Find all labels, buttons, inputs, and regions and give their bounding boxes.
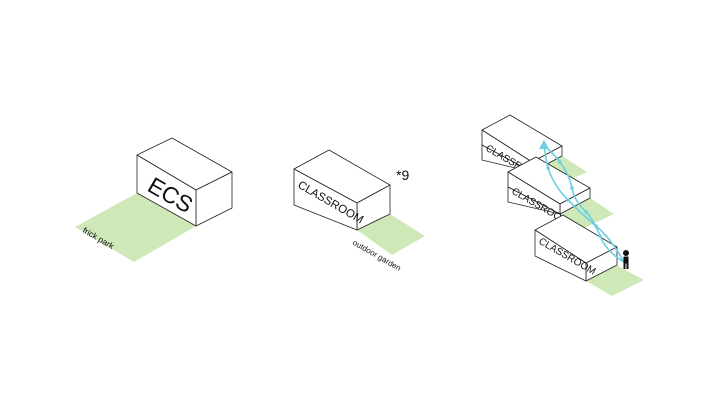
multiplier-label: *9 xyxy=(396,167,409,183)
frick-park-lawn xyxy=(75,193,196,262)
classroom-panel: CLASSROOM *9 outdoor garden xyxy=(293,149,425,273)
classroom-box xyxy=(293,149,391,231)
stacked-panel: CLASSROOM CLASSROOM CLASSROOM xyxy=(481,114,644,296)
person-icon xyxy=(623,250,629,269)
ecs-panel: ECS frick park xyxy=(75,137,233,262)
circulation-path xyxy=(539,140,625,263)
arrow-up-icon xyxy=(539,140,549,149)
stacked-classroom-bottom: CLASSROOM xyxy=(534,214,644,296)
ground-lawn-bottom xyxy=(586,265,644,296)
outdoor-garden-lawn xyxy=(357,214,425,255)
ecs-box xyxy=(136,137,233,227)
